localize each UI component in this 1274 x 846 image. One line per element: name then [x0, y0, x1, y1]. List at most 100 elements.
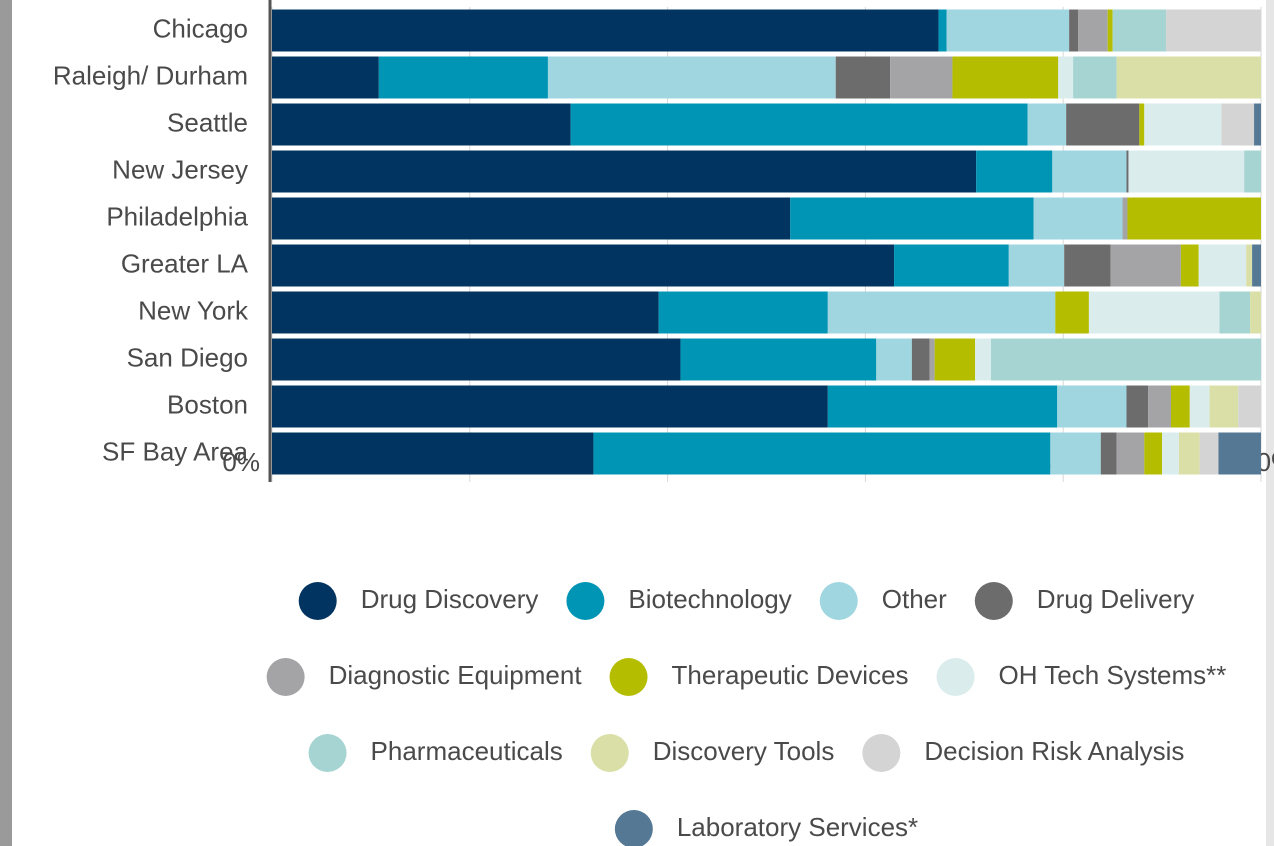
- bar-segment: [1171, 385, 1190, 428]
- bar-segment: [272, 9, 939, 52]
- bar-segment: [890, 56, 953, 99]
- bar-segment: [1100, 432, 1117, 475]
- bar-segment: [1246, 244, 1253, 287]
- y-tick-label: Greater LA: [121, 248, 249, 278]
- legend-label: Biotechnology: [628, 584, 791, 614]
- bar-segment: [570, 103, 1028, 146]
- bar-segment: [894, 244, 1009, 287]
- bar-segment: [1162, 432, 1179, 475]
- legend-label: Decision Risk Analysis: [924, 736, 1184, 766]
- bar-segment: [1144, 432, 1163, 475]
- bar-segment: [911, 338, 930, 381]
- bar-segment: [1033, 197, 1123, 240]
- y-tick-label: Seattle: [167, 107, 248, 137]
- bar-segment: [1122, 197, 1128, 240]
- bar-segment: [952, 56, 1059, 99]
- y-tick-label: Chicago: [153, 13, 248, 43]
- y-tick-label: Boston: [167, 389, 248, 419]
- bar-segment: [1199, 432, 1219, 475]
- bar-segment: [1057, 385, 1127, 428]
- bar-segment: [790, 197, 1034, 240]
- bar-segment: [1250, 291, 1261, 334]
- bar-segment: [1008, 244, 1065, 287]
- y-tick-label: New York: [138, 295, 249, 325]
- bar-segment: [1052, 150, 1127, 193]
- legend-label: Diagnostic Equipment: [329, 660, 583, 690]
- legend-swatch: [566, 582, 605, 620]
- bar-segment: [1058, 56, 1074, 99]
- bar-segment: [1254, 103, 1261, 146]
- bar-segment: [946, 9, 1070, 52]
- legend-swatch: [266, 658, 305, 696]
- bar-segment: [1178, 432, 1200, 475]
- bar-segment: [1139, 103, 1145, 146]
- bar-segment: [827, 291, 1056, 334]
- bar-segment: [658, 291, 828, 334]
- bar-segment: [1027, 103, 1067, 146]
- bar-segment: [1107, 9, 1113, 52]
- bar-segment: [680, 338, 877, 381]
- bar-segment: [1078, 9, 1108, 52]
- bar-segment: [272, 103, 571, 146]
- bar-segment: [1198, 244, 1247, 287]
- bar-segment: [835, 56, 891, 99]
- legend-swatch: [308, 734, 347, 772]
- bar-segment: [1189, 385, 1210, 428]
- x-tick-label: 0%: [222, 447, 260, 477]
- legend-swatch: [298, 582, 337, 620]
- bar-segment: [1127, 197, 1261, 240]
- frame-edge: [1266, 0, 1274, 846]
- bar-segment: [1055, 291, 1089, 334]
- legend-label: Laboratory Services*: [677, 812, 918, 842]
- y-tick-label: Raleigh/ Durham: [53, 60, 248, 90]
- bar-segment: [272, 291, 659, 334]
- legend-label: Discovery Tools: [653, 736, 835, 766]
- bar-segment: [272, 385, 828, 428]
- y-tick-label: San Diego: [127, 342, 248, 372]
- bar-segment: [547, 56, 836, 99]
- bar-segment: [1088, 291, 1220, 334]
- legend-swatch: [819, 582, 858, 620]
- legend-label: OH Tech Systems**: [999, 660, 1227, 690]
- legend-label: Drug Delivery: [1037, 584, 1195, 614]
- bar-segment: [1219, 291, 1251, 334]
- bar-segment: [1148, 385, 1172, 428]
- legend-label: Pharmaceuticals: [371, 736, 563, 766]
- bar-segment: [1112, 9, 1167, 52]
- bar-segment: [1050, 432, 1101, 475]
- bar-segment: [272, 197, 791, 240]
- y-tick-label: New Jersey: [112, 154, 248, 184]
- bar-segment: [934, 338, 976, 381]
- bar-segment: [272, 432, 594, 475]
- bar-segment: [272, 56, 379, 99]
- bar-segment: [1126, 150, 1129, 193]
- bar-segment: [1069, 9, 1079, 52]
- bar-segment: [876, 338, 912, 381]
- legend-label: Drug Discovery: [361, 584, 539, 614]
- frame-edge: [0, 0, 12, 846]
- bar-segment: [1144, 103, 1222, 146]
- bar-segment: [1238, 385, 1261, 428]
- bar-segment: [1064, 244, 1111, 287]
- bar-segment: [1221, 103, 1255, 146]
- legend-swatch: [614, 810, 653, 846]
- bar-segment: [1116, 56, 1261, 99]
- y-tick-label: SF Bay Area: [102, 436, 248, 466]
- bar-segment: [272, 150, 977, 193]
- legend-swatch: [974, 582, 1013, 620]
- legend-label: Therapeutic Devices: [672, 660, 909, 690]
- bar-segment: [1073, 56, 1117, 99]
- legend-label: Other: [882, 584, 947, 614]
- legend-swatch: [862, 734, 901, 772]
- bar-segment: [975, 338, 992, 381]
- bar-segment: [976, 150, 1053, 193]
- bar-segment: [593, 432, 1051, 475]
- bar-segment: [991, 338, 1261, 381]
- bar-segment: [1252, 244, 1261, 287]
- bar-segment: [1128, 150, 1245, 193]
- bar-segment: [1126, 385, 1149, 428]
- y-tick-label: Philadelphia: [106, 201, 248, 231]
- bar-segment: [1166, 9, 1261, 52]
- bar-segment: [1209, 385, 1239, 428]
